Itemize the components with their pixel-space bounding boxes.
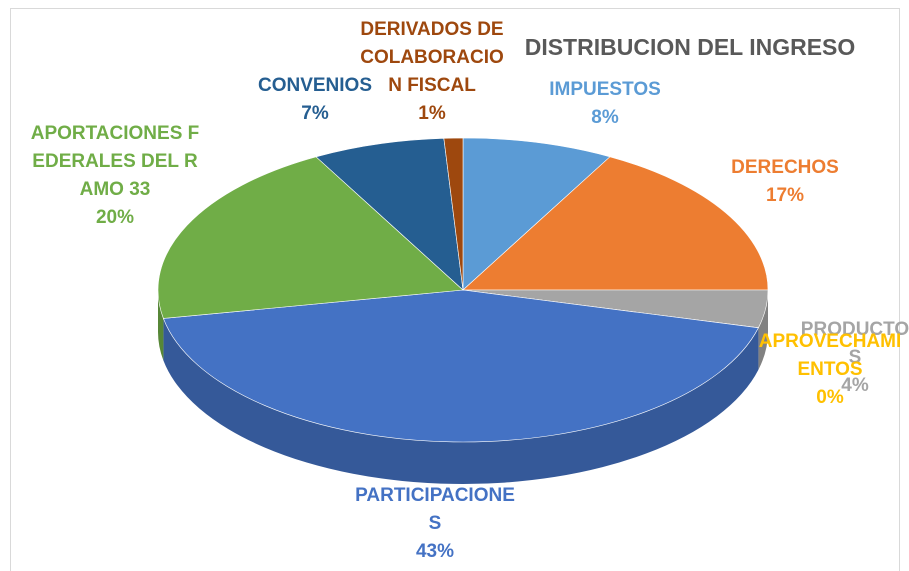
slice-percent: 4% — [841, 375, 869, 396]
chart-title: DISTRIBUCION DEL INGRESO — [524, 34, 856, 60]
pie-slice — [157, 156, 464, 319]
slice-name: DERIVADOS DE COLABORACION FISCAL — [360, 19, 504, 96]
slice-percent: 20% — [95, 207, 135, 228]
data-label: CONVENIOS 7% — [245, 72, 385, 128]
slice-name: PARTICIPACIONES — [355, 485, 515, 534]
data-label: DERIVADOS DE COLABORACION FISCAL 1% — [357, 16, 507, 128]
slice-percent: 17% — [765, 185, 805, 206]
pie-slice — [462, 137, 611, 291]
slice-name: APORTACIONES FEDERALES DEL RAMO 33 — [30, 123, 200, 200]
pie-slice — [443, 137, 464, 291]
slice-percent: 1% — [418, 103, 446, 124]
slice-percent: 0% — [816, 387, 844, 408]
data-label: APROVECHAMIENTOS 0% — [755, 328, 905, 412]
pie-tops — [157, 137, 769, 443]
data-label: APORTACIONES FEDERALES DEL RAMO 33 20% — [30, 120, 200, 232]
slice-percent: 43% — [415, 541, 455, 562]
pie-slice — [162, 289, 759, 443]
slice-name: CONVENIOS — [257, 75, 373, 96]
pie-side — [163, 318, 759, 484]
slice-percent: 7% — [301, 103, 329, 124]
pie-slice — [462, 156, 769, 291]
data-label: PARTICIPACIONES 43% — [355, 482, 515, 566]
slice-name: IMPUESTOS — [549, 79, 661, 100]
slice-percent: 8% — [591, 107, 619, 128]
slice-name: APROVECHAMIENTOS — [758, 331, 902, 380]
data-label: PRODUCTOS 4% — [795, 316, 909, 400]
pie-slice — [315, 137, 464, 291]
data-label: DERECHOS 17% — [705, 154, 865, 210]
slice-name: PRODUCTOS — [800, 319, 909, 368]
slice-name: DERECHOS — [731, 157, 839, 178]
data-label: IMPUESTOS 8% — [530, 76, 680, 132]
pie-sides — [158, 290, 768, 484]
pie-side — [158, 290, 164, 361]
chart-frame — [10, 8, 900, 571]
